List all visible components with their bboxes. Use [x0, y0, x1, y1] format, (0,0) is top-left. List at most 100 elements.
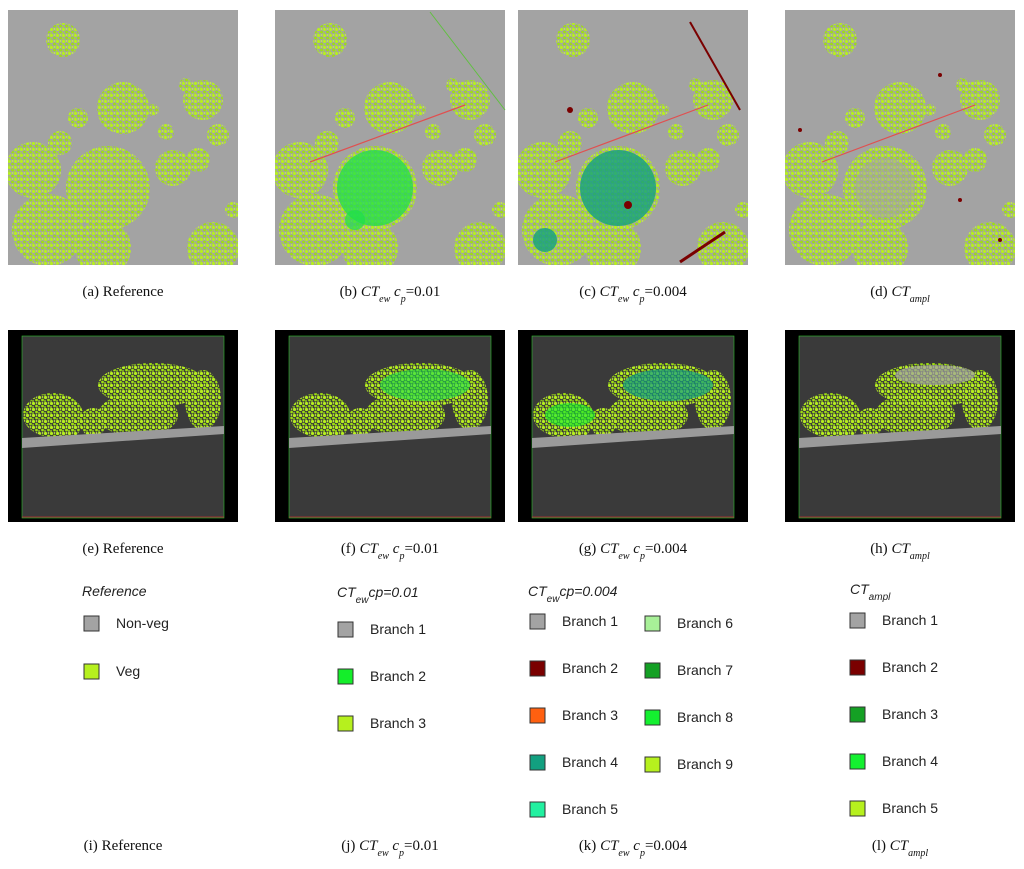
legend-label: Branch 8	[677, 709, 733, 725]
param-value: =0.01	[404, 838, 439, 854]
param: c	[633, 284, 640, 300]
legend-label: Branch 6	[677, 615, 733, 631]
legend-title: CTewcp=0.01	[337, 584, 419, 606]
param-value: =0.01	[404, 541, 439, 557]
legend-label: Branch 2	[562, 660, 618, 676]
param-value: =0.004	[645, 838, 688, 854]
method-sub: ew	[618, 551, 629, 562]
caption: (e) Reference	[82, 541, 164, 557]
legend: CTewcp=0.01 Branch 1 Branch 2 Branch 3	[337, 584, 426, 732]
method-sub: ampl	[910, 294, 930, 305]
legend-label: Branch 4	[882, 753, 938, 769]
caption-tag: (e)	[82, 541, 99, 557]
caption: (i) Reference	[84, 838, 163, 854]
caption: (f) CTew cp=0.01	[341, 541, 439, 562]
param-value: =0.004	[645, 541, 688, 557]
method-sub: ew	[378, 551, 389, 562]
method-sub: ew	[378, 848, 389, 859]
image	[785, 330, 1015, 522]
legend: CTampl Branch 1 Branch 2 Branch 3 Branch 4 Br…	[849, 581, 938, 817]
param: c	[393, 541, 400, 557]
legend-label: Branch 3	[562, 707, 618, 723]
legend-swatch	[529, 801, 546, 818]
legend-swatch	[529, 613, 546, 630]
legend-title: Reference	[82, 583, 147, 599]
caption-tag: (h)	[870, 541, 888, 557]
method-sub: ampl	[908, 848, 928, 859]
caption: (c) CTew cp=0.004	[579, 284, 687, 305]
caption-tag: (l)	[872, 838, 886, 854]
legend-swatch	[529, 660, 546, 677]
legend-swatch	[529, 754, 546, 771]
param-value: =0.01	[406, 284, 441, 300]
caption: (g) CTew cp=0.004	[579, 541, 688, 562]
legend-swatch	[644, 756, 661, 773]
method-sub: ew	[618, 294, 629, 305]
legend-title-main: CT	[528, 583, 548, 599]
image	[8, 10, 238, 265]
caption: (d) CTampl	[870, 284, 930, 305]
legend-swatch	[337, 715, 354, 732]
legend-title-main: CT	[337, 584, 357, 600]
caption-tag: (f)	[341, 541, 356, 557]
caption: (j) CTew cp=0.01	[341, 838, 439, 859]
top-images	[8, 10, 1015, 265]
image	[275, 330, 505, 522]
caption-tag: (i)	[84, 838, 98, 854]
legend-label: Branch 7	[677, 662, 733, 678]
method: CT	[891, 284, 911, 300]
legend-title-sub: ampl	[869, 592, 891, 603]
legend-title: CTampl	[850, 581, 891, 603]
param-sub: p	[639, 848, 645, 859]
caption-tag: (j)	[341, 838, 355, 854]
legend-label: Branch 3	[370, 715, 426, 731]
legend-label: Branch 5	[882, 800, 938, 816]
method: CT	[600, 838, 620, 854]
image	[275, 10, 506, 265]
legend-swatch	[337, 621, 354, 638]
param: c	[394, 284, 401, 300]
legend: Reference Non-veg Veg	[82, 583, 169, 680]
side-images	[8, 330, 1015, 522]
legend-label: Branch 2	[882, 659, 938, 675]
image	[8, 330, 238, 522]
legend-label: Branch 3	[882, 706, 938, 722]
method-sub: ew	[379, 294, 390, 305]
legend-swatch	[849, 659, 866, 676]
legend-title-rest: cp=0.01	[368, 584, 418, 600]
legend-swatch	[644, 709, 661, 726]
legend-title: CTewcp=0.004	[528, 583, 618, 605]
method: CT	[361, 284, 381, 300]
image	[785, 10, 1015, 265]
legend-label: Non-veg	[116, 615, 169, 631]
method-sub: ew	[618, 848, 629, 859]
caption: (l) CTampl	[872, 838, 929, 859]
legend-label: Veg	[116, 663, 140, 679]
legend-swatch	[529, 707, 546, 724]
legend-swatch	[83, 615, 100, 632]
caption-tag: (k)	[579, 838, 597, 854]
param: c	[633, 541, 640, 557]
caption-tag: (d)	[870, 284, 888, 300]
caption-text: Reference	[103, 541, 164, 557]
param-value: =0.004	[645, 284, 688, 300]
legend-swatch	[849, 706, 866, 723]
caption: (k) CTew cp=0.004	[579, 838, 688, 859]
param-sub: p	[398, 848, 404, 859]
caption: (b) CTew cp=0.01	[340, 284, 441, 305]
caption-tag: (c)	[579, 284, 596, 300]
legend-title-sub: ew	[547, 594, 561, 605]
method: CT	[600, 541, 620, 557]
legend-label: Branch 1	[882, 612, 938, 628]
legend-label: Branch 5	[562, 801, 618, 817]
legend-swatch	[849, 753, 866, 770]
legend-label: Branch 2	[370, 668, 426, 684]
param-sub: p	[639, 294, 645, 305]
legend-title-sub: ew	[356, 595, 370, 606]
legend: CTewcp=0.004 Branch 1 Branch 2 Branch 3 Bran…	[528, 583, 733, 818]
image	[518, 10, 748, 265]
legend-label: Branch 1	[562, 613, 618, 629]
legend-title-rest: cp=0.004	[559, 583, 617, 599]
legend-label: Branch 9	[677, 756, 733, 772]
legend-swatch	[83, 663, 100, 680]
